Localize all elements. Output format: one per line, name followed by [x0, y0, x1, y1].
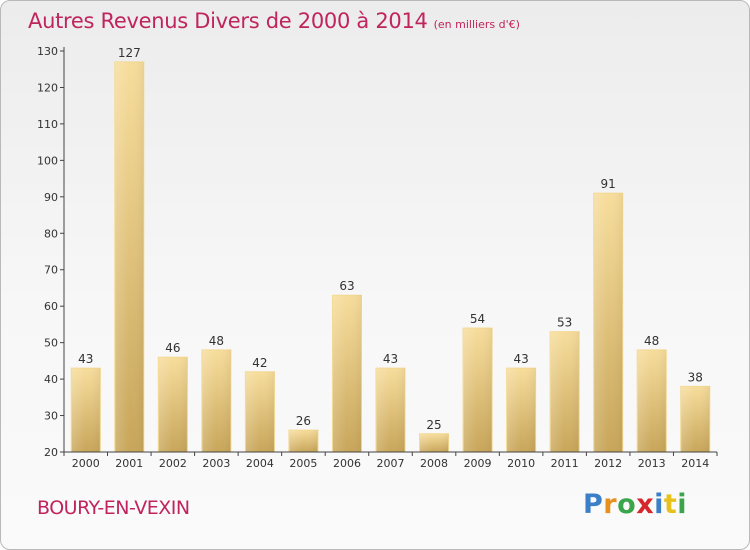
chart-title: Autres Revenus Divers de 2000 à 2014 (en … [28, 9, 520, 33]
y-tick-label: 70 [44, 264, 58, 277]
x-tick-label: 2006 [333, 457, 361, 470]
bar-value-label: 43 [78, 352, 93, 366]
bar-highlight [506, 368, 536, 452]
bar-highlight [637, 349, 667, 452]
logo-letter: P [583, 489, 604, 520]
x-tick-label: 2007 [377, 457, 405, 470]
bars: 43 127 46 48 42 26 63 43 25 54 43 53 91 48 38 [70, 46, 711, 453]
bar-highlight [463, 328, 493, 452]
bar-value-label: 42 [252, 356, 267, 370]
proxiti-logo: Proxiti [583, 489, 687, 520]
bar-highlight [245, 371, 275, 452]
y-tick-label: 40 [44, 373, 58, 386]
x-tick-label: 2005 [289, 457, 317, 470]
bar-value-label: 46 [165, 341, 180, 355]
bar-highlight [419, 433, 449, 452]
bar-highlight [201, 349, 231, 452]
y-tick-label: 130 [37, 45, 58, 58]
town-name: BOURY-EN-VEXIN [37, 497, 190, 519]
bar-highlight [593, 193, 623, 452]
logo-letter: i [677, 489, 688, 520]
x-tick-label: 2008 [420, 457, 448, 470]
logo-letter: r [603, 489, 618, 520]
y-tick-label: 110 [37, 118, 58, 131]
bar-value-label: 38 [688, 370, 703, 384]
bar-highlight [332, 295, 362, 452]
x-tick-label: 2009 [464, 457, 492, 470]
y-tick-label: 80 [44, 227, 58, 240]
x-tick-label: 2000 [72, 457, 100, 470]
bar-value-label: 25 [426, 418, 441, 432]
x-tick-label: 2002 [159, 457, 187, 470]
y-tick-label: 50 [44, 337, 58, 350]
bar-highlight [158, 357, 188, 452]
chart-title-text: Autres Revenus Divers de 2000 à 2014 [28, 9, 428, 33]
x-tick-label: 2014 [681, 457, 709, 470]
bar-value-label: 48 [644, 334, 659, 348]
y-tick-label: 20 [44, 446, 58, 459]
y-axis: 20 30 40 50 60 70 80 90 100 110 120 130 [37, 45, 65, 459]
bar-value-label: 53 [557, 316, 572, 330]
logo-letter: t [663, 489, 678, 520]
x-axis: 2000 2001 2002 2003 2004 2005 2006 2007 2008 2009… [63, 451, 718, 470]
x-tick-label: 2013 [638, 457, 666, 470]
bar-value-label: 127 [118, 46, 141, 60]
bar-value-label: 48 [209, 334, 224, 348]
y-tick-label: 120 [37, 81, 58, 94]
bar-value-label: 63 [339, 279, 354, 293]
bar-highlight [376, 368, 405, 452]
bar-value-label: 43 [383, 352, 398, 366]
bar-highlight [680, 386, 710, 452]
x-tick-label: 2010 [507, 457, 535, 470]
bar-value-label: 26 [296, 414, 311, 428]
x-tick-label: 2012 [594, 457, 622, 470]
y-tick-label: 90 [44, 191, 58, 204]
logo-letter: o [617, 489, 637, 520]
x-tick-label: 2004 [246, 457, 274, 470]
bar-value-label: 43 [513, 352, 528, 366]
y-tick-label: 60 [44, 300, 58, 313]
bar-highlight [114, 61, 144, 452]
x-tick-label: 2001 [115, 457, 143, 470]
chart-subtitle: (en milliers d'€) [433, 18, 520, 31]
bar-highlight [550, 331, 580, 452]
logo-letter: i [654, 489, 664, 520]
logo-letter: x [636, 489, 655, 520]
bar-highlight [288, 430, 318, 452]
y-tick-label: 100 [37, 154, 58, 167]
x-tick-label: 2003 [202, 457, 230, 470]
bar-value-label: 91 [601, 177, 616, 191]
bar-highlight [71, 368, 101, 452]
y-tick-label: 30 [44, 410, 58, 423]
bar-value-label: 54 [470, 312, 485, 326]
x-tick-label: 2011 [551, 457, 579, 470]
